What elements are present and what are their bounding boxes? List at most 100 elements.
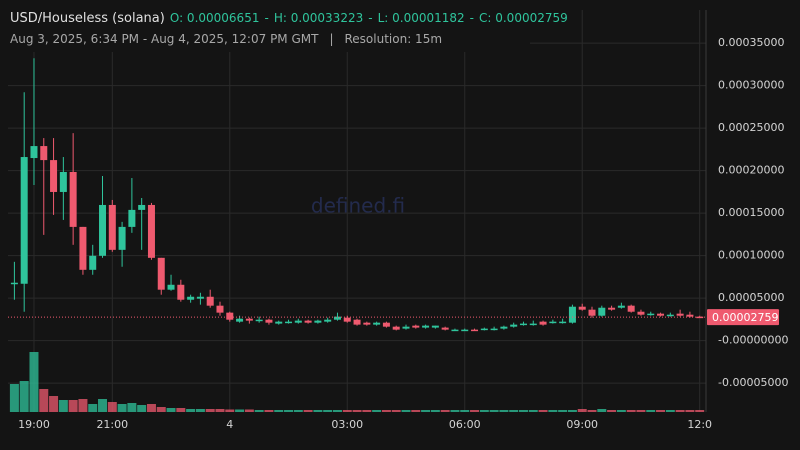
candle-body bbox=[686, 314, 694, 317]
resolution: Resolution: 15m bbox=[344, 32, 443, 46]
volume-bar bbox=[156, 407, 166, 412]
x-tick-label: 12:0 bbox=[687, 418, 712, 431]
volume-bar bbox=[607, 410, 617, 412]
candle-body bbox=[40, 146, 48, 161]
volume-bar bbox=[616, 410, 626, 412]
candle-body bbox=[422, 325, 430, 328]
candle-body bbox=[69, 171, 77, 227]
volume-bar bbox=[401, 410, 411, 412]
candle-body bbox=[255, 319, 263, 322]
candle-body bbox=[519, 323, 527, 326]
y-tick-label: 0.00035000 bbox=[718, 36, 784, 49]
last-price-label: 0.00002759 bbox=[712, 311, 778, 324]
candle-body bbox=[59, 171, 67, 192]
y-tick-label: 0.00005000 bbox=[718, 291, 784, 304]
volume-bar bbox=[39, 389, 49, 412]
y-tick-label: 0.00020000 bbox=[718, 164, 784, 177]
candle-body bbox=[333, 316, 341, 320]
y-tick-label: 0.00025000 bbox=[718, 121, 784, 134]
volume-bar bbox=[293, 410, 303, 412]
candle-body bbox=[568, 306, 576, 323]
volume-bar bbox=[215, 409, 225, 412]
candle-body bbox=[177, 284, 185, 300]
y-tick-label: 0.00015000 bbox=[718, 206, 784, 219]
volume-bar bbox=[372, 410, 382, 412]
volume-bar bbox=[538, 410, 548, 412]
candle-body bbox=[138, 204, 146, 210]
volume-bar bbox=[244, 409, 254, 412]
candle-body bbox=[20, 157, 28, 284]
candle-body bbox=[500, 326, 508, 329]
volume-bar bbox=[470, 410, 480, 412]
candle-body bbox=[245, 318, 253, 321]
ohlc-separator: - bbox=[368, 11, 373, 25]
candle-body bbox=[343, 317, 351, 322]
candle-body bbox=[382, 322, 390, 327]
candle-body bbox=[50, 160, 58, 192]
y-tick-label: -0.00000000 bbox=[718, 334, 788, 347]
ohlc-value: H: 0.00033223 bbox=[273, 11, 364, 25]
volume-bar bbox=[548, 410, 558, 412]
volume-bar bbox=[323, 410, 333, 412]
volume-bar bbox=[205, 409, 215, 412]
candle-body bbox=[196, 296, 204, 299]
x-tick-label: 4 bbox=[226, 418, 233, 431]
x-tick-label: 03:00 bbox=[331, 418, 363, 431]
volume-bar bbox=[195, 409, 205, 412]
volume-bar bbox=[567, 410, 577, 412]
volume-bar bbox=[166, 408, 176, 412]
volume-bar bbox=[264, 410, 274, 412]
candle-body bbox=[529, 323, 537, 326]
volume-bar bbox=[9, 384, 19, 412]
volume-bar bbox=[254, 410, 264, 412]
volume-bar bbox=[137, 405, 147, 412]
volume-bar bbox=[146, 404, 156, 412]
volume-bar bbox=[186, 409, 196, 412]
candle-body bbox=[471, 329, 479, 332]
volume-bar bbox=[29, 352, 39, 412]
candle-body bbox=[510, 324, 518, 327]
candle-body bbox=[539, 321, 547, 325]
volume-bar bbox=[489, 410, 499, 412]
candle-body bbox=[431, 325, 439, 328]
y-tick-label: 0.00030000 bbox=[718, 79, 784, 92]
candle-body bbox=[451, 329, 459, 332]
candle-body bbox=[617, 305, 625, 308]
separator: | bbox=[329, 32, 334, 46]
x-tick-label: 19:00 bbox=[18, 418, 50, 431]
candle-body bbox=[118, 226, 126, 250]
x-tick-label: 06:00 bbox=[449, 418, 481, 431]
candle-body bbox=[128, 209, 136, 227]
candle-body bbox=[89, 255, 97, 270]
ohlc-value: L: 0.00001182 bbox=[377, 11, 465, 25]
volume-bar bbox=[528, 410, 538, 412]
volume-bar bbox=[284, 410, 294, 412]
ohlc-separator: - bbox=[264, 11, 269, 25]
y-tick-label: 0.00010000 bbox=[718, 249, 784, 262]
x-tick-label: 21:00 bbox=[96, 418, 128, 431]
date-range: Aug 3, 2025, 6:34 PM - Aug 4, 2025, 12:0… bbox=[10, 32, 319, 46]
candle-body bbox=[363, 322, 371, 325]
candle-body bbox=[294, 320, 302, 323]
volume-bar bbox=[303, 410, 313, 412]
candle-body bbox=[30, 146, 38, 159]
volume-bar bbox=[626, 410, 636, 412]
candle-body bbox=[480, 328, 488, 331]
volume-bar bbox=[68, 400, 78, 412]
ohlc-separator: - bbox=[469, 11, 474, 25]
header-background bbox=[0, 0, 530, 52]
candle-body bbox=[353, 319, 361, 325]
candle-body bbox=[157, 257, 165, 290]
volume-bar bbox=[460, 410, 470, 412]
candle-body bbox=[647, 313, 655, 316]
candle-body bbox=[79, 226, 87, 270]
ohlc-value: O: 0.00006651 bbox=[169, 11, 260, 25]
last-price-box bbox=[707, 309, 779, 326]
volume-bar bbox=[430, 410, 440, 412]
candle-body bbox=[167, 284, 175, 290]
candle-body bbox=[657, 313, 665, 316]
volume-bar bbox=[274, 410, 284, 412]
candle-body bbox=[441, 327, 449, 330]
